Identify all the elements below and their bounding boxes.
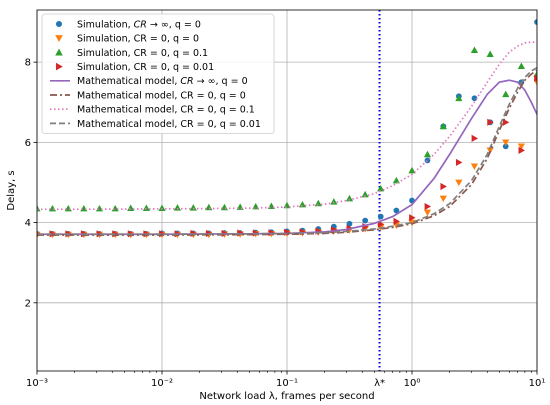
- x-tick-label: 10⁰: [404, 378, 421, 389]
- data-point: [158, 204, 166, 212]
- data-point: [534, 74, 537, 82]
- legend-marker: [55, 35, 63, 42]
- data-point: [487, 118, 494, 126]
- data-point: [220, 203, 229, 211]
- data-point: [423, 150, 432, 158]
- series-line-dashed: [37, 67, 537, 236]
- data-point: [48, 204, 57, 212]
- data-point: [392, 176, 400, 184]
- data-point: [470, 46, 479, 53]
- legend-label: Simulation, CR = 0, q = 0.01: [77, 62, 214, 73]
- data-point: [314, 199, 322, 207]
- data-point: [173, 204, 182, 211]
- data-point: [534, 19, 537, 25]
- y-tick-label: 2: [25, 298, 31, 309]
- series-line-dashdot: [37, 69, 537, 236]
- data-point: [518, 146, 525, 154]
- data-point: [95, 204, 104, 212]
- legend-label: Mathematical model, CR = 0, q = 0: [77, 90, 246, 101]
- legend-marker: [55, 20, 63, 28]
- data-point: [393, 217, 400, 225]
- data-point: [439, 122, 447, 130]
- data-point: [517, 62, 525, 70]
- data-point: [517, 143, 525, 150]
- legend-box: [41, 13, 275, 134]
- lambda-star-label: λ*: [374, 378, 385, 389]
- legend-label: Mathematical model, CR = 0, q = 0.01: [77, 119, 261, 130]
- axis-ticks: 10⁻³ 10⁻² 10⁻¹ 10⁰ 10¹ 2 4 6 8 λ*: [25, 58, 546, 389]
- data-point: [345, 194, 354, 202]
- x-tick-label: 10⁻³: [26, 378, 48, 389]
- data-point: [424, 157, 431, 164]
- series-group: [37, 19, 537, 239]
- data-point: [393, 207, 400, 214]
- data-point: [439, 195, 447, 203]
- data-point: [80, 204, 88, 212]
- data-point: [440, 182, 447, 191]
- data-point: [111, 204, 119, 212]
- data-point: [330, 198, 338, 205]
- y-tick-label: 8: [25, 58, 31, 69]
- data-point: [189, 204, 197, 211]
- data-point: [362, 217, 369, 224]
- series-line-dotted: [37, 41, 537, 211]
- data-point: [377, 213, 384, 220]
- x-tick-label: 10¹: [529, 378, 546, 389]
- data-point: [470, 163, 479, 171]
- legend-label: Simulation, CR → ∞, q = 0: [77, 19, 201, 30]
- data-point: [409, 214, 416, 222]
- legend-label: Mathematical model, CR → ∞, q = 0: [77, 76, 248, 87]
- legend-label: Simulation, CR = 0, q = 0.1: [77, 48, 208, 59]
- data-point: [298, 200, 307, 208]
- data-point: [471, 134, 479, 142]
- data-point: [486, 50, 494, 58]
- data-point: [455, 94, 463, 102]
- legend-marker: [55, 48, 63, 56]
- series-triangle-up-points: [37, 46, 537, 212]
- data-point: [64, 204, 72, 212]
- data-point: [455, 179, 463, 187]
- data-point: [502, 90, 510, 98]
- data-point: [424, 202, 432, 211]
- data-point: [502, 143, 509, 150]
- legend-marker: [55, 62, 63, 71]
- legend-label: Simulation, CR = 0, q = 0: [77, 34, 199, 45]
- y-tick-label: 4: [25, 218, 31, 229]
- data-point: [423, 209, 432, 217]
- x-tick-label: 10⁻²: [151, 378, 173, 389]
- data-point: [361, 190, 369, 198]
- data-point: [455, 158, 463, 167]
- data-point: [377, 184, 385, 192]
- data-point: [205, 203, 213, 211]
- x-axis-label: Network load λ, frames per second: [199, 391, 374, 402]
- y-axis-label: Delay, s: [6, 170, 17, 210]
- data-point: [502, 139, 510, 146]
- data-point: [346, 220, 353, 227]
- y-tick-label: 6: [25, 138, 31, 149]
- legend: Simulation, CR → ∞, q = 0 Simulation, CR …: [41, 13, 275, 134]
- legend-label: Mathematical model, CR = 0, q = 0.1: [77, 105, 255, 116]
- data-point: [471, 95, 478, 102]
- data-point: [127, 204, 135, 212]
- data-point: [142, 204, 150, 212]
- x-tick-label: 10⁻¹: [276, 378, 298, 389]
